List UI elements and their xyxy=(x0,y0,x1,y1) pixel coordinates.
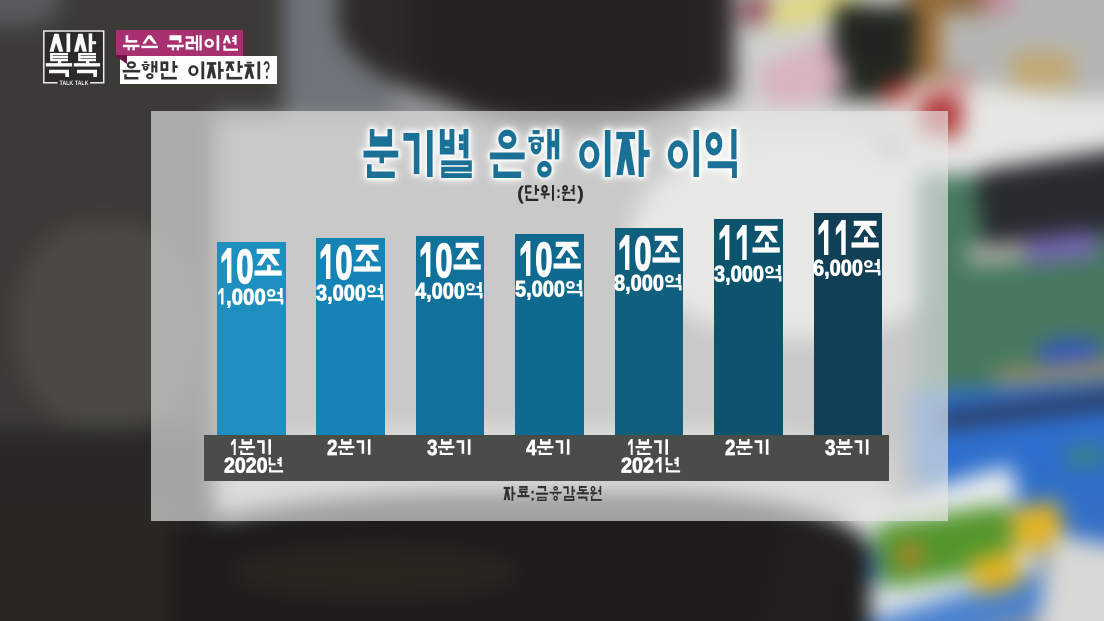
svg-text:3: 3 xyxy=(427,436,437,458)
svg-text:0: 0 xyxy=(435,239,452,280)
svg-text:(: ( xyxy=(517,184,525,205)
svg-text:3,000: 3,000 xyxy=(316,281,366,304)
svg-text:2: 2 xyxy=(327,436,337,458)
svg-text:5,000: 5,000 xyxy=(515,277,565,300)
svg-text:): ) xyxy=(577,184,584,205)
svg-text:0: 0 xyxy=(634,232,651,273)
svg-text:0: 0 xyxy=(535,238,552,279)
svg-text::: : xyxy=(530,484,535,504)
svg-text:0: 0 xyxy=(336,241,353,282)
svg-text:4: 4 xyxy=(526,436,537,458)
svg-text:6,000: 6,000 xyxy=(813,256,863,279)
svg-text:3: 3 xyxy=(825,436,835,458)
svg-text:,000: ,000 xyxy=(226,285,266,308)
svg-text:2: 2 xyxy=(725,436,735,458)
svg-text:8,000: 8,000 xyxy=(614,271,664,294)
svg-text:TALK TALK: TALK TALK xyxy=(59,80,88,87)
svg-text:2020: 2020 xyxy=(224,454,268,476)
svg-text:3,000: 3,000 xyxy=(714,262,764,285)
svg-text:0: 0 xyxy=(237,245,254,286)
svg-text::: : xyxy=(556,183,561,202)
svg-text:4,000: 4,000 xyxy=(415,279,465,302)
svg-text:202: 202 xyxy=(621,454,654,476)
